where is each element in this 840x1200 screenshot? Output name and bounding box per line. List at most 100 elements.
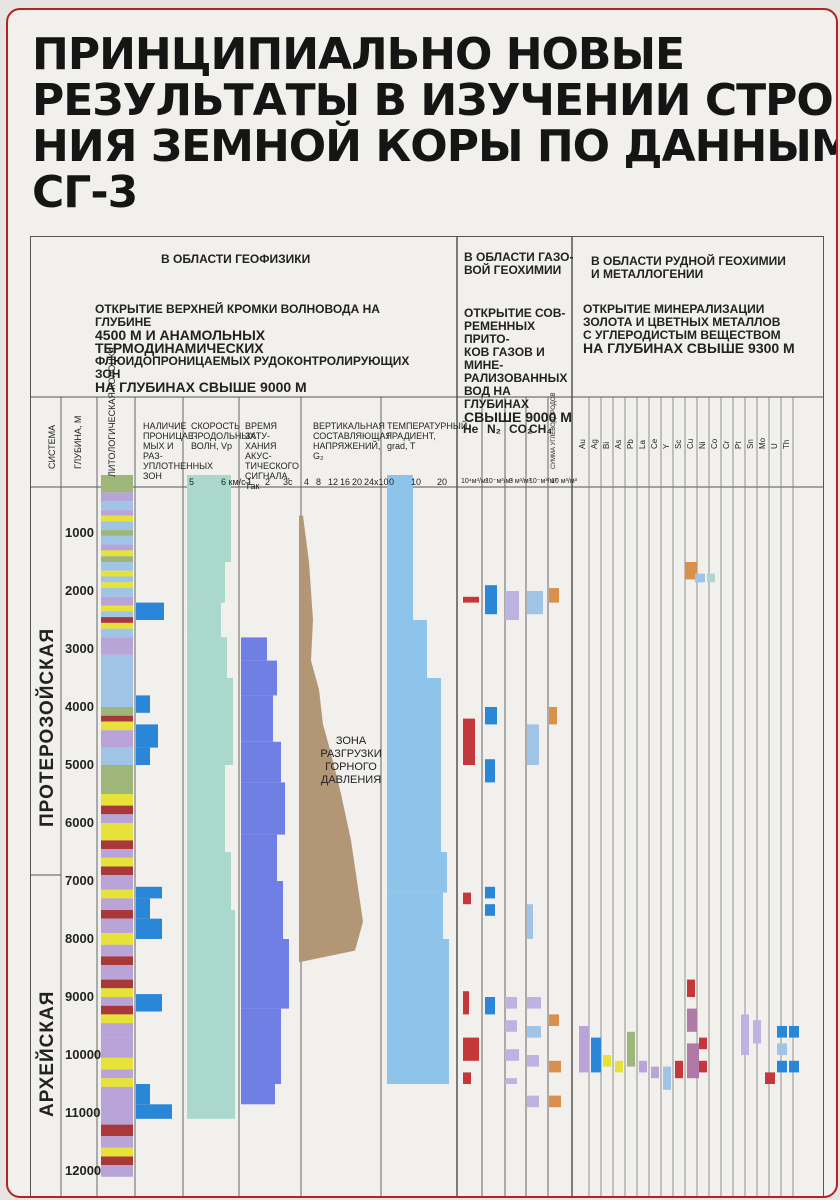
attenuation-profile-segment bbox=[241, 881, 283, 939]
lithology-layer bbox=[101, 1136, 133, 1148]
element-header-ce: Ce bbox=[650, 438, 659, 449]
gas-concentration-bar bbox=[463, 718, 475, 765]
lithology-layer bbox=[101, 707, 133, 716]
geophysics-heading: В ОБЛАСТИ ГЕОФИЗИКИ bbox=[161, 252, 311, 266]
lithology-layer bbox=[101, 747, 133, 765]
gas-heading: В ОБЛАСТИ ГАЗО- ВОЙ ГЕОХИМИИ bbox=[464, 251, 574, 277]
ore-finding-line: ОТКРЫТИЕ МИНЕРАЛИЗАЦИИ bbox=[583, 302, 765, 316]
gas-concentration-bar bbox=[463, 892, 471, 905]
gas-concentration-bar bbox=[549, 1095, 561, 1108]
gas-concentration-bar bbox=[549, 1014, 559, 1026]
lithology-layer bbox=[101, 944, 133, 957]
gas-concentration-bar bbox=[527, 1026, 541, 1038]
attenuation-profile-segment bbox=[241, 782, 285, 835]
stress-header-line: G₂ bbox=[313, 451, 324, 461]
temp-header-line: ГРАДИЕНТ, bbox=[387, 431, 436, 441]
ore-element-bar bbox=[789, 1060, 799, 1073]
permeable-zone-bar bbox=[136, 886, 162, 899]
velocity-column-header: СКОРОСТЬ ПРОДОЛЬНЫХ ВОЛН, Vp bbox=[191, 421, 255, 451]
lithology-layer bbox=[101, 1014, 133, 1024]
perm-header-line: НАЛИЧИЕ bbox=[143, 421, 187, 431]
gas-concentration-bar bbox=[463, 991, 469, 1015]
att-header-line: ТИЧЕСКОГО bbox=[245, 461, 299, 471]
lithology-layer bbox=[101, 556, 133, 562]
gas-concentration-bar bbox=[463, 1037, 479, 1061]
attenuation-column-header: ВРЕМЯ ЗАТУ- ХАНИЯ АКУС- ТИЧЕСКОГО СИГНАЛ… bbox=[245, 421, 301, 491]
lithology-layer bbox=[101, 637, 133, 655]
ore-heading-line: В ОБЛАСТИ РУДНОЙ ГЕОХИМИИ bbox=[591, 254, 786, 268]
lithology-layer bbox=[101, 721, 133, 731]
lithology-layer bbox=[101, 965, 133, 980]
lithology-layer bbox=[101, 492, 133, 502]
ore-element-bar bbox=[789, 1026, 799, 1038]
lithology-layer bbox=[101, 730, 133, 748]
gas-sum-header: СУММА УГЛЕВОДОРОДОВ bbox=[551, 392, 557, 469]
gas-label-co2: CO₂ bbox=[509, 422, 533, 436]
lithology-layer bbox=[101, 550, 133, 557]
attenuation-profile-segment bbox=[241, 637, 267, 661]
element-header-sc: Sc bbox=[674, 439, 683, 449]
gas-concentration-bar bbox=[485, 585, 497, 615]
gas-concentration-bar bbox=[527, 1055, 539, 1067]
depth-column-header: ГЛУБИНА, М bbox=[73, 415, 83, 469]
attenuation-profile-segment bbox=[241, 939, 289, 1009]
gas-concentration-bar bbox=[549, 1060, 561, 1073]
ore-element-bar bbox=[687, 1043, 699, 1079]
permeable-zone-bar bbox=[136, 994, 162, 1012]
element-header-co: Co bbox=[710, 438, 719, 449]
ore-element-bar bbox=[741, 1014, 749, 1055]
lithology-layer bbox=[101, 956, 133, 966]
ore-element-bar bbox=[687, 1008, 697, 1032]
gas-concentration-bar bbox=[485, 997, 495, 1015]
velocity-profile-segment bbox=[187, 602, 221, 638]
velocity-profile-segment bbox=[187, 852, 231, 910]
era-label-archean: АРХЕЙСКАЯ bbox=[37, 990, 58, 1117]
ore-element-bar bbox=[777, 1043, 787, 1055]
element-header-pb: Pb bbox=[626, 439, 635, 449]
permeable-zone-bar bbox=[136, 747, 150, 765]
gas-finding-line: ОТКРЫТИЕ СОВ- bbox=[464, 306, 566, 320]
lithology-layer bbox=[101, 509, 133, 516]
permeable-zone-bar bbox=[136, 918, 162, 939]
lithology-layer bbox=[101, 501, 133, 510]
depth-label: 9000 bbox=[65, 989, 94, 1004]
gas-concentration-bar bbox=[463, 1072, 471, 1084]
ore-element-bar bbox=[765, 1072, 775, 1084]
gas-concentration-bar bbox=[505, 1020, 517, 1032]
ore-element-bar bbox=[695, 573, 705, 583]
lithology-layer bbox=[101, 582, 133, 589]
ore-finding-line: НА ГЛУБИНАХ СВЫШЕ 9300 М bbox=[583, 340, 795, 356]
temperature-tick: 20 bbox=[437, 477, 448, 487]
gas-concentration-bar bbox=[527, 724, 539, 765]
depth-label: 10000 bbox=[65, 1047, 102, 1062]
geophysics-finding-line: ФЛЮИДОПРОНИЦАЕМЫХ РУДОКОНТРОЛИРУЮЩИХ ЗОН bbox=[95, 354, 410, 381]
velocity-profile-segment bbox=[187, 765, 225, 852]
gas-tick: 10⁻м³/м³ bbox=[485, 478, 513, 485]
lithology-layer bbox=[101, 1124, 133, 1137]
element-header-la: La bbox=[638, 440, 647, 449]
gas-tick: 10 м³/м³ bbox=[551, 478, 577, 485]
stress-tick: 4 bbox=[304, 477, 310, 487]
lithology-layer bbox=[101, 805, 133, 815]
ore-element-bar bbox=[687, 979, 695, 997]
vel-header-line: СКОРОСТЬ bbox=[191, 421, 241, 431]
velocity-profile-segment bbox=[187, 910, 235, 1119]
element-header-ag: Ag bbox=[590, 439, 599, 449]
gas-concentration-bar bbox=[485, 904, 495, 916]
gas-concentration-bar bbox=[485, 707, 497, 725]
depth-label: 4000 bbox=[65, 699, 94, 714]
title-line-1: ПРИНЦИПИАЛЬНО НОВЫЕ bbox=[32, 29, 685, 80]
stress-header-line: ВЕРТИКАЛЬНАЯ bbox=[313, 421, 385, 431]
depth-label: 12000 bbox=[65, 1163, 102, 1178]
perm-header-line: ПРОНИЦАЕ- bbox=[143, 431, 197, 441]
element-header-pt: Pt bbox=[734, 441, 743, 449]
lithology-layer bbox=[101, 866, 133, 876]
depth-label: 5000 bbox=[65, 757, 94, 772]
lithology-layer bbox=[101, 715, 133, 722]
depth-label: 2000 bbox=[65, 583, 94, 598]
litho-column-header: ЛИТОЛОГИЧЕСКАЯ КОЛОНКА bbox=[107, 346, 117, 477]
stress-tick: 24x10 bbox=[364, 477, 389, 487]
lithology-layer bbox=[101, 588, 133, 597]
lithology-layer bbox=[101, 596, 133, 606]
ore-element-bar bbox=[663, 1066, 671, 1090]
